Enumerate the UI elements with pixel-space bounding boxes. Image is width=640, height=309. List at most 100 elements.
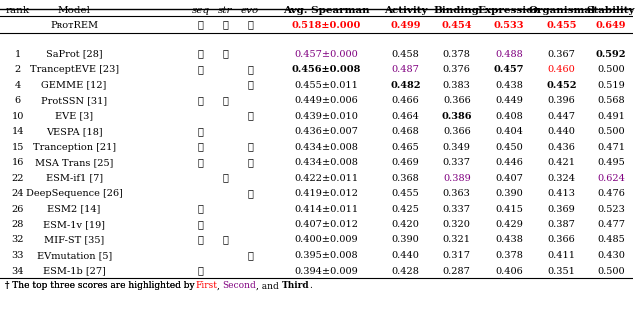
Text: 0.592: 0.592 — [596, 49, 627, 58]
Text: 0.422±0.011: 0.422±0.011 — [294, 173, 358, 183]
Text: 0.518±0.000: 0.518±0.000 — [292, 20, 361, 29]
Text: 0.485: 0.485 — [597, 235, 625, 244]
Text: 26: 26 — [12, 205, 24, 214]
Text: 0.491: 0.491 — [597, 112, 625, 121]
Text: ✓: ✓ — [247, 158, 253, 167]
Text: evo: evo — [241, 6, 259, 15]
Text: 0.287: 0.287 — [443, 266, 471, 276]
Text: 0.488: 0.488 — [495, 49, 523, 58]
Text: 0.390: 0.390 — [392, 235, 419, 244]
Text: ESM2 [14]: ESM2 [14] — [47, 205, 101, 214]
Text: ✓: ✓ — [198, 220, 204, 229]
Text: EVE [3]: EVE [3] — [55, 112, 93, 121]
Text: 24: 24 — [12, 189, 24, 198]
Text: ✓: ✓ — [223, 96, 228, 105]
Text: Avg. Spearman: Avg. Spearman — [283, 6, 370, 15]
Text: 28: 28 — [12, 220, 24, 229]
Text: 0.450: 0.450 — [495, 142, 523, 151]
Text: 0.386: 0.386 — [442, 112, 472, 121]
Text: SaProt [28]: SaProt [28] — [46, 49, 102, 58]
Text: 0.406: 0.406 — [495, 266, 523, 276]
Text: 0.378: 0.378 — [443, 49, 471, 58]
Text: rank: rank — [6, 6, 30, 15]
Text: ✓: ✓ — [198, 235, 204, 244]
Text: 0.411: 0.411 — [548, 251, 575, 260]
Bar — [0, 0, 633, 14]
Text: 0.439±0.010: 0.439±0.010 — [294, 112, 358, 121]
Text: 0.449±0.006: 0.449±0.006 — [294, 96, 358, 105]
Text: ESM-if1 [7]: ESM-if1 [7] — [45, 173, 102, 183]
Text: 0.349: 0.349 — [443, 142, 471, 151]
Text: 0.366: 0.366 — [443, 96, 470, 105]
Text: 0.455±0.011: 0.455±0.011 — [294, 81, 358, 90]
Text: 0.351: 0.351 — [548, 266, 575, 276]
Text: 0.487: 0.487 — [392, 65, 419, 74]
Text: 0.337: 0.337 — [443, 158, 471, 167]
Text: 0.449: 0.449 — [495, 96, 523, 105]
Text: 0.500: 0.500 — [597, 266, 625, 276]
Text: 0.404: 0.404 — [495, 127, 523, 136]
Text: 0.438: 0.438 — [495, 81, 523, 90]
Text: 0.394±0.009: 0.394±0.009 — [294, 266, 358, 276]
Text: ESM-1v [19]: ESM-1v [19] — [43, 220, 105, 229]
Text: 0.421: 0.421 — [548, 158, 575, 167]
Text: 0.466: 0.466 — [392, 96, 419, 105]
Text: 0.390: 0.390 — [495, 189, 523, 198]
Text: ✓: ✓ — [198, 127, 204, 136]
Text: TranceptEVE [23]: TranceptEVE [23] — [29, 65, 118, 74]
Text: Binding: Binding — [434, 6, 480, 15]
Text: 0.436: 0.436 — [548, 142, 575, 151]
Text: 0.482: 0.482 — [390, 81, 420, 90]
Text: 10: 10 — [12, 112, 24, 121]
Text: MSA Trans [25]: MSA Trans [25] — [35, 158, 113, 167]
Text: 0.624: 0.624 — [597, 173, 625, 183]
Text: 22: 22 — [12, 173, 24, 183]
Text: † The top three scores are highlighted by: † The top three scores are highlighted b… — [5, 281, 198, 290]
Text: 0.320: 0.320 — [443, 220, 471, 229]
Text: ✓: ✓ — [223, 49, 228, 58]
Text: 0.366: 0.366 — [443, 127, 470, 136]
Text: 0.407±0.012: 0.407±0.012 — [294, 220, 358, 229]
Text: 14: 14 — [12, 127, 24, 136]
Text: 0.400±0.009: 0.400±0.009 — [294, 235, 358, 244]
Text: 0.447: 0.447 — [548, 112, 575, 121]
Text: 0.425: 0.425 — [392, 205, 419, 214]
Text: 0.454: 0.454 — [442, 20, 472, 29]
Text: 2: 2 — [15, 65, 21, 74]
Text: 0.436±0.007: 0.436±0.007 — [294, 127, 358, 136]
Text: 0.468: 0.468 — [392, 127, 419, 136]
Text: 0.456±0.008: 0.456±0.008 — [292, 65, 361, 74]
Text: 4: 4 — [15, 81, 21, 90]
Text: ✓: ✓ — [247, 251, 253, 260]
Text: 0.414±0.011: 0.414±0.011 — [294, 205, 358, 214]
Text: ✓: ✓ — [198, 266, 204, 276]
Text: PʀᴏᴛREM: PʀᴏᴛREM — [50, 20, 98, 29]
Text: .: . — [308, 281, 312, 290]
Text: 16: 16 — [12, 158, 24, 167]
Text: Tranception [21]: Tranception [21] — [33, 142, 116, 151]
Text: 0.465: 0.465 — [392, 142, 419, 151]
Text: Third: Third — [282, 281, 309, 290]
Text: 0.369: 0.369 — [548, 205, 575, 214]
Text: 33: 33 — [12, 251, 24, 260]
Text: 0.324: 0.324 — [548, 173, 575, 183]
Text: 0.415: 0.415 — [495, 205, 523, 214]
Text: 32: 32 — [12, 235, 24, 244]
Text: 0.367: 0.367 — [548, 49, 575, 58]
Text: 0.523: 0.523 — [597, 205, 625, 214]
Text: 0.476: 0.476 — [597, 189, 625, 198]
Text: 0.428: 0.428 — [392, 266, 419, 276]
Text: ✓: ✓ — [223, 20, 228, 29]
Text: ✓: ✓ — [198, 158, 204, 167]
Text: 0.533: 0.533 — [494, 20, 524, 29]
Text: VESPA [18]: VESPA [18] — [46, 127, 102, 136]
Text: 0.460: 0.460 — [548, 65, 575, 74]
Text: ,: , — [217, 281, 223, 290]
Text: 0.383: 0.383 — [443, 81, 471, 90]
Text: Activity: Activity — [383, 6, 427, 15]
Text: ✓: ✓ — [198, 65, 204, 74]
Text: 0.429: 0.429 — [495, 220, 523, 229]
Text: Model: Model — [58, 6, 91, 15]
Text: , and: , and — [256, 281, 282, 290]
Text: 0.452: 0.452 — [547, 81, 577, 90]
